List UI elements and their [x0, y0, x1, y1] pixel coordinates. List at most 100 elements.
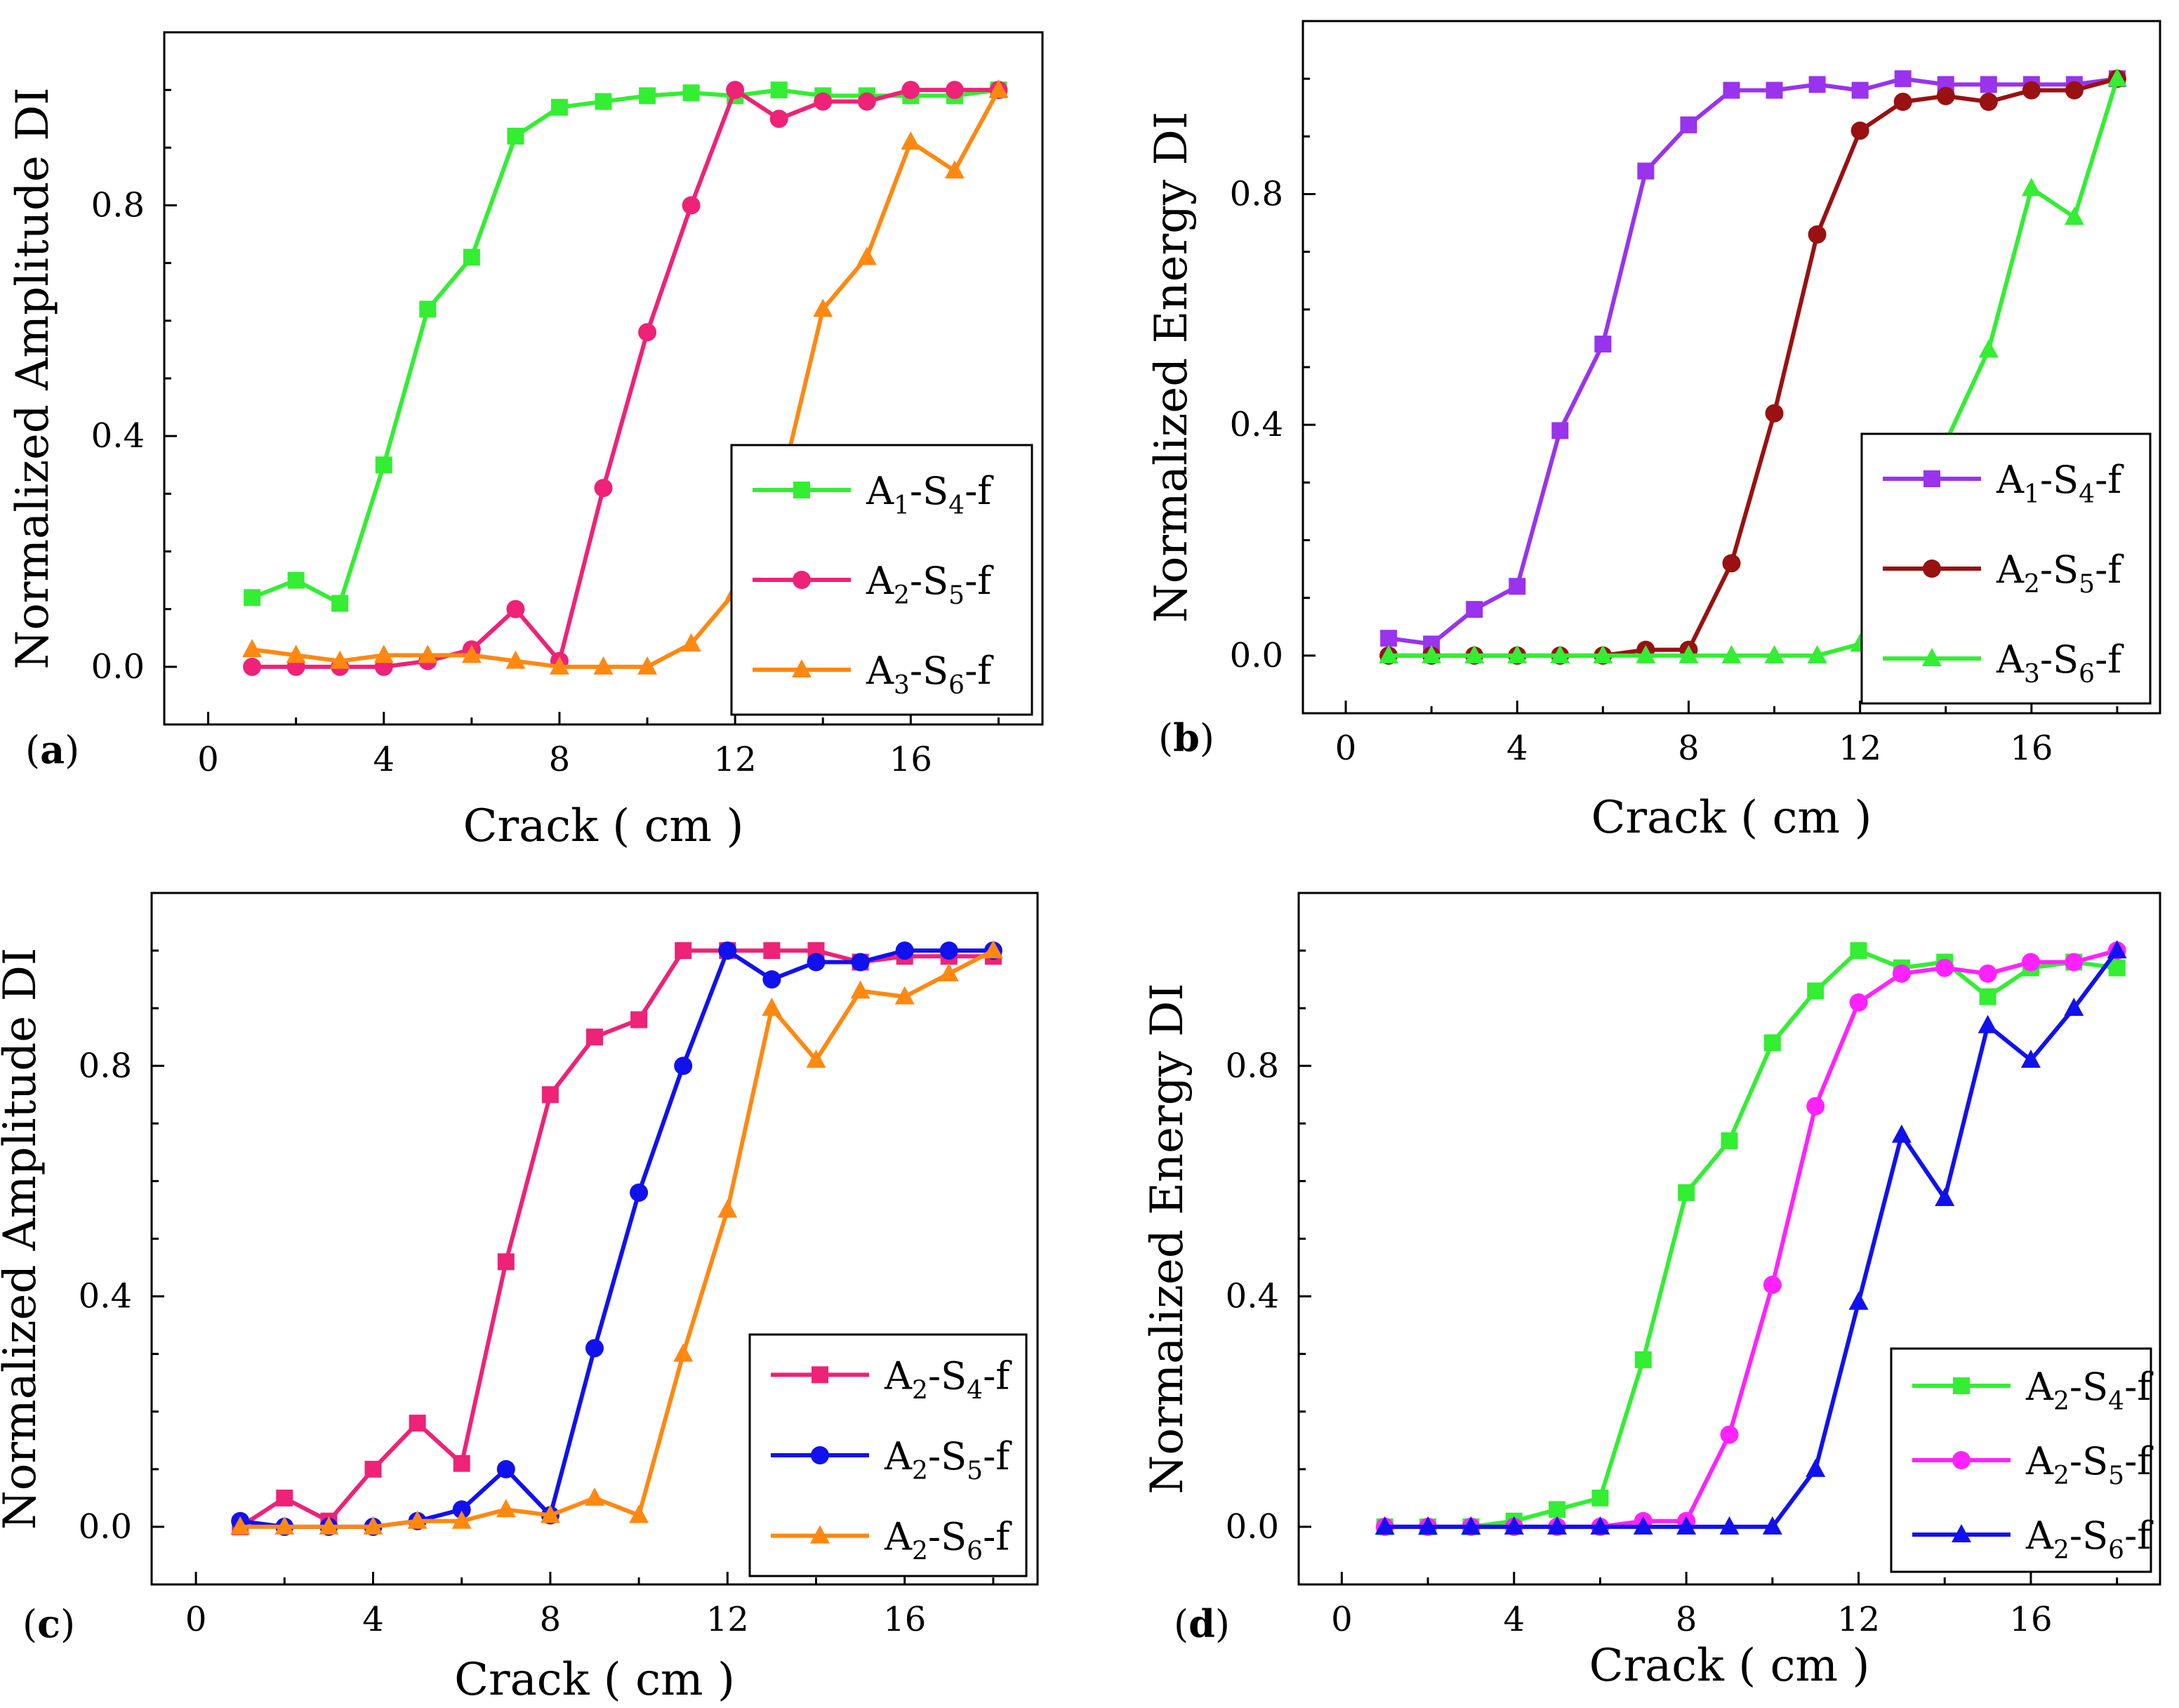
x-axis-title: Crack ( cm )	[1589, 1640, 1870, 1692]
data-point	[453, 1455, 470, 1472]
data-point	[1848, 1291, 1869, 1310]
series-line	[251, 88, 1001, 669]
panel-c: 0 4 8 12 16 0.0 0.4 0.8 Crack ( cm ) Normalized A…	[0, 892, 1039, 1706]
x-tick-label: 12	[1837, 1600, 1880, 1639]
data-point	[1676, 1516, 1697, 1535]
series-A2-S6-f	[230, 940, 1003, 1535]
data-point	[630, 1183, 649, 1202]
data-point	[939, 962, 959, 981]
legend-swatch-marker	[792, 659, 812, 677]
data-point	[505, 650, 526, 669]
data-point	[1807, 982, 1824, 1000]
data-point	[638, 323, 657, 342]
data-point	[762, 970, 781, 989]
data-point	[901, 81, 920, 100]
data-point	[230, 1516, 251, 1535]
data-point	[364, 1460, 382, 1478]
data-point	[1549, 1501, 1566, 1518]
x-tick-label: 0	[197, 740, 219, 779]
data-point	[851, 953, 870, 972]
y-tick-label: 0.0	[91, 647, 145, 687]
data-point	[717, 1199, 738, 1218]
legend-entry: A2-S6-f	[2025, 1514, 2154, 1565]
data-point	[593, 656, 614, 675]
data-point	[1678, 1184, 1695, 1201]
data-point	[639, 87, 656, 105]
data-point	[1763, 1034, 1781, 1052]
x-tick-label: 12	[1839, 729, 1881, 768]
data-point	[506, 600, 525, 618]
data-point	[1379, 644, 1399, 663]
x-tick-label: 0	[1335, 729, 1357, 768]
data-point	[2021, 178, 2041, 197]
legend-swatch-marker	[810, 1525, 830, 1544]
data-point	[856, 246, 877, 265]
data-point	[419, 300, 437, 318]
data-point	[2065, 953, 2084, 972]
panel-label: (a)	[25, 727, 79, 772]
data-point	[1935, 958, 1954, 977]
data-point	[1720, 1425, 1739, 1444]
data-point	[375, 456, 392, 474]
data-point	[763, 942, 781, 960]
data-point	[1550, 644, 1570, 663]
legend-swatch-marker	[1952, 1524, 1971, 1542]
data-point	[1850, 942, 1867, 960]
data-point	[2021, 953, 2040, 972]
x-tick-label: 16	[883, 1600, 926, 1639]
data-point	[2064, 206, 2084, 225]
data-point	[2108, 959, 2126, 977]
data-point	[807, 953, 826, 972]
x-tick-label: 16	[2010, 729, 2053, 768]
x-tick-label: 4	[1503, 1600, 1525, 1639]
data-point	[1721, 644, 1742, 663]
data-point	[418, 644, 438, 663]
data-point	[629, 1504, 649, 1523]
data-point	[1721, 1132, 1738, 1149]
data-point	[1806, 1097, 1825, 1116]
y-tick-label: 0.0	[1226, 1507, 1279, 1547]
data-point	[1978, 339, 1999, 358]
data-point	[595, 93, 612, 110]
data-point	[681, 633, 701, 651]
data-point	[637, 656, 658, 675]
data-point	[331, 595, 349, 612]
legend-entry: A2-S6-f	[884, 1515, 1012, 1566]
data-point	[630, 1011, 648, 1028]
x-axis-title: Crack ( cm )	[454, 1654, 735, 1706]
data-point	[1590, 1516, 1610, 1535]
data-point	[1808, 76, 1826, 93]
data-point	[594, 479, 613, 498]
data-point	[1763, 1276, 1782, 1295]
data-point	[762, 998, 782, 1017]
x-tick-label: 4	[1506, 729, 1528, 768]
y-tick-label: 0.4	[1230, 405, 1283, 444]
data-point	[1504, 1516, 1524, 1535]
legend: A1-S4-f A2-S5-f A3-S6-f	[1860, 432, 2152, 705]
data-point	[363, 1516, 383, 1535]
data-point	[806, 1050, 826, 1068]
data-point	[286, 644, 306, 663]
data-point	[1418, 1516, 1438, 1535]
data-point	[496, 1459, 515, 1478]
legend-swatch-marker	[812, 1366, 828, 1384]
x-axis-title: Crack ( cm )	[1591, 792, 1872, 844]
data-point	[1894, 70, 1912, 88]
data-point	[1464, 644, 1485, 663]
data-point	[673, 1343, 694, 1362]
data-point	[1979, 93, 1998, 112]
data-point	[1723, 81, 1740, 99]
data-point	[243, 657, 262, 676]
legend-entry: A2-S4-f	[2025, 1365, 2154, 1416]
data-point	[1380, 630, 1398, 647]
data-point	[2107, 940, 2127, 959]
data-point	[585, 1487, 604, 1506]
data-point	[463, 249, 480, 266]
data-point	[1722, 554, 1741, 573]
data-point	[1891, 1124, 1912, 1143]
data-point	[1806, 1458, 1826, 1477]
legend-entry: A2-S5-f	[1996, 548, 2124, 599]
data-point	[814, 92, 833, 111]
data-point	[409, 1415, 426, 1432]
data-point	[330, 650, 350, 669]
